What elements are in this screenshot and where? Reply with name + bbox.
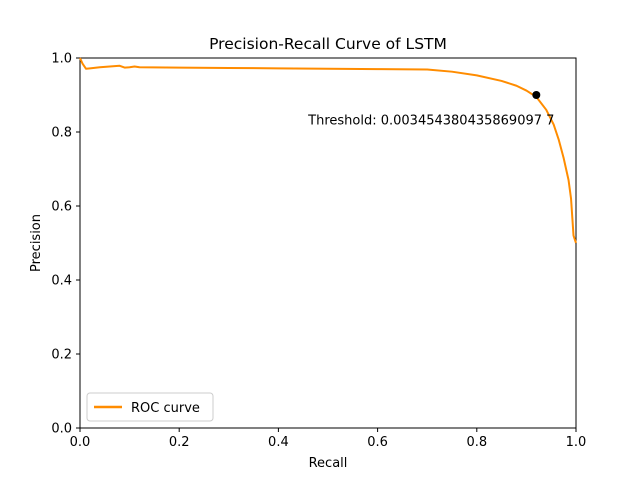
legend-box — [86, 392, 214, 422]
x-tick-label: 0.6 — [367, 435, 388, 450]
y-axis-label: Precision — [29, 214, 44, 272]
x-tick-label: 0.2 — [169, 435, 190, 450]
threshold-annotation: Threshold: 0.003454380435869097 7 — [307, 114, 554, 129]
legend: ROC curve — [86, 392, 214, 422]
y-tick-label: 0.6 — [51, 200, 72, 215]
y-axis-ticks: 0.0 0.2 0.4 0.6 0.8 1.0 — [51, 52, 80, 437]
y-tick-label: 0.2 — [51, 348, 72, 363]
y-tick-label: 0.0 — [51, 422, 72, 437]
chart-title: Precision-Recall Curve of LSTM — [209, 35, 447, 53]
y-tick-label: 0.8 — [51, 126, 72, 141]
y-tick-label: 1.0 — [51, 52, 72, 67]
x-tick-label: 0.4 — [268, 435, 289, 450]
x-axis-label: Recall — [309, 456, 348, 471]
legend-label-roc-curve: ROC curve — [131, 401, 200, 416]
x-tick-label: 1.0 — [566, 435, 587, 450]
series-layer — [79, 57, 577, 244]
threshold-point — [532, 91, 541, 99]
y-tick-label: 0.4 — [51, 274, 72, 289]
x-tick-label: 0.0 — [70, 435, 91, 450]
x-tick-label: 0.8 — [466, 435, 487, 450]
series-line-0 — [79, 57, 577, 244]
x-axis-ticks: 0.0 0.2 0.4 0.6 0.8 1.0 — [70, 428, 587, 450]
